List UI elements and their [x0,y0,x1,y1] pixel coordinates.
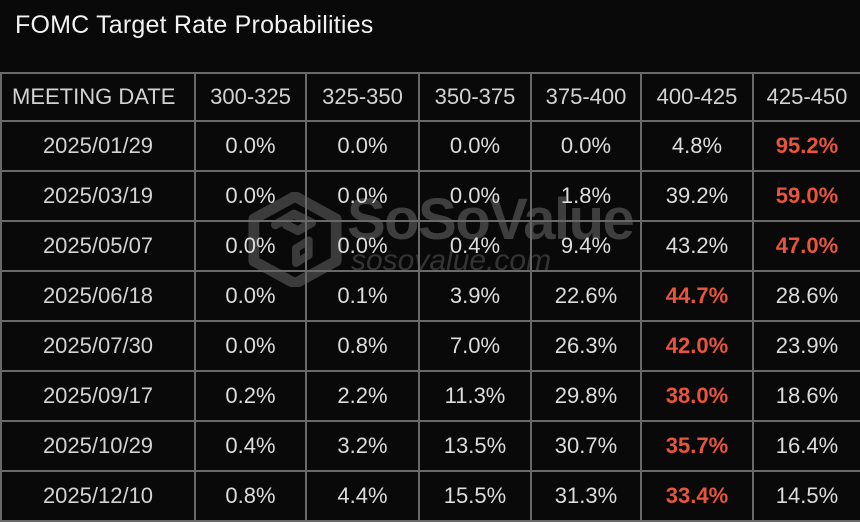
probability-cell: 0.0% [307,222,420,272]
probability-cell: 14.5% [754,472,860,522]
probability-cell-highlighted: 33.4% [642,472,754,522]
probability-cell: 4.8% [642,122,754,172]
column-header-rate-range: 300-325 [196,74,307,122]
column-header-rate-range: 350-375 [420,74,532,122]
page-title: FOMC Target Rate Probabilities [15,11,374,39]
probability-cell-highlighted: 44.7% [642,272,754,322]
meeting-date-cell: 2025/09/17 [2,372,196,422]
probability-cell: 2.2% [307,372,420,422]
probability-cell: 11.3% [420,372,532,422]
probability-cell: 0.0% [532,122,642,172]
probability-cell-highlighted: 95.2% [754,122,860,172]
probability-cell-highlighted: 59.0% [754,172,860,222]
probability-cell: 3.9% [420,272,532,322]
column-header-rate-range: 325-350 [307,74,420,122]
meeting-date-cell: 2025/01/29 [2,122,196,172]
probability-cell: 1.8% [532,172,642,222]
probability-cell-highlighted: 42.0% [642,322,754,372]
probability-cell: 43.2% [642,222,754,272]
meeting-date-cell: 2025/05/07 [2,222,196,272]
meeting-date-cell: 2025/12/10 [2,472,196,522]
probability-cell: 0.0% [420,172,532,222]
probability-cell: 3.2% [307,422,420,472]
probability-cell-highlighted: 35.7% [642,422,754,472]
meeting-date-cell: 2025/10/29 [2,422,196,472]
probability-cell: 30.7% [532,422,642,472]
probability-cell: 0.0% [196,222,307,272]
probability-cell: 39.2% [642,172,754,222]
probability-cell: 28.6% [754,272,860,322]
probability-cell: 0.4% [196,422,307,472]
probability-cell-highlighted: 38.0% [642,372,754,422]
probability-cell: 0.0% [196,322,307,372]
probability-cell: 18.6% [754,372,860,422]
probability-cell: 26.3% [532,322,642,372]
probability-cell: 16.4% [754,422,860,472]
probability-cell: 22.6% [532,272,642,322]
probability-cell: 15.5% [420,472,532,522]
probability-cell: 0.0% [307,122,420,172]
probability-cell: 0.2% [196,372,307,422]
probability-cell: 0.0% [420,122,532,172]
probability-cell: 0.8% [196,472,307,522]
meeting-date-cell: 2025/06/18 [2,272,196,322]
probability-cell: 9.4% [532,222,642,272]
column-header-rate-range: 425-450 [754,74,860,122]
probability-cell: 0.1% [307,272,420,322]
column-header-rate-range: 400-425 [642,74,754,122]
meeting-date-cell: 2025/03/19 [2,172,196,222]
probability-cell: 29.8% [532,372,642,422]
probability-cell: 13.5% [420,422,532,472]
probability-cell: 4.4% [307,472,420,522]
probability-cell: 0.0% [196,172,307,222]
probability-cell: 0.0% [196,122,307,172]
probability-cell: 31.3% [532,472,642,522]
probability-cell-highlighted: 47.0% [754,222,860,272]
column-header-meeting-date: MEETING DATE [2,74,196,122]
probability-cell: 7.0% [420,322,532,372]
probability-cell: 0.0% [196,272,307,322]
probability-cell: 0.8% [307,322,420,372]
probabilities-table: MEETING DATE 300-325 325-350 350-375 375-400… [0,72,860,522]
meeting-date-cell: 2025/07/30 [2,322,196,372]
probability-cell: 23.9% [754,322,860,372]
probability-cell: 0.0% [307,172,420,222]
column-header-rate-range: 375-400 [532,74,642,122]
probability-cell: 0.4% [420,222,532,272]
